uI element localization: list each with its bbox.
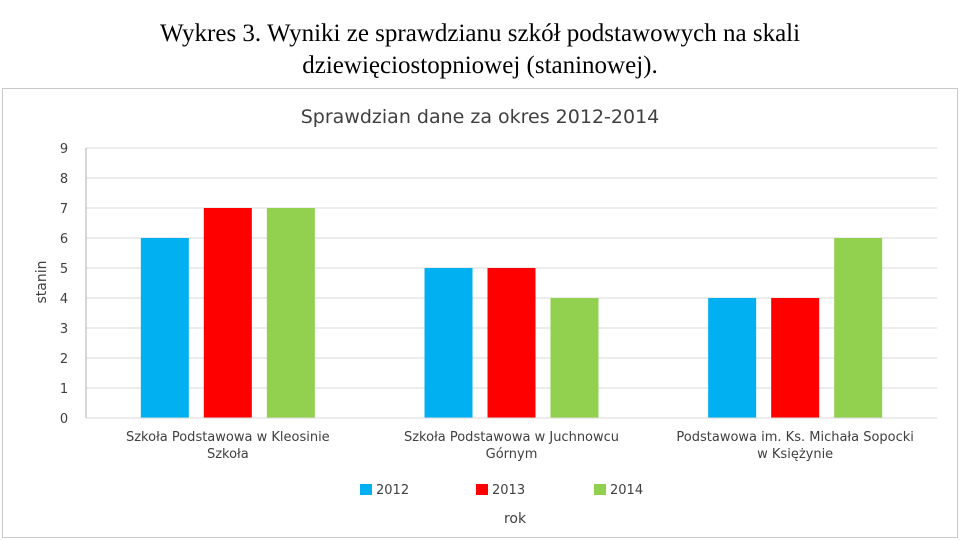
x-category-label: Szkoła Podstawowa w Juchnowcu [404, 430, 619, 445]
bar-2013-cat-2 [487, 268, 536, 418]
y-tick-label: 6 [60, 232, 68, 247]
y-tick-label: 1 [60, 382, 68, 397]
y-tick-label: 3 [60, 322, 68, 337]
bar-2013-cat-1 [203, 208, 252, 418]
legend-label-2013: 2013 [492, 483, 525, 498]
legend-label-2012: 2012 [376, 483, 409, 498]
bar-2012-cat-2 [424, 268, 473, 418]
y-axis-label: stanin [34, 261, 50, 304]
legend-label-2014: 2014 [610, 483, 643, 498]
y-tick-label: 0 [60, 412, 68, 427]
chart-title: Sprawdzian dane za okres 2012-2014 [301, 106, 660, 128]
y-tick-label: 4 [60, 292, 68, 307]
legend: 2012 2013 2014 [360, 483, 643, 498]
x-category-label: Górnym [486, 447, 538, 462]
y-tick-label: 8 [60, 172, 68, 187]
slide-title-line-2: dziewięciostopniowej (staninowej). [302, 52, 658, 79]
bar-2012-cat-1 [140, 238, 189, 418]
x-axis-label: rok [504, 511, 527, 527]
bar-2012-cat-3 [708, 298, 757, 418]
legend-swatch-2012 [360, 484, 372, 495]
slide-title: Wykres 3. Wyniki ze sprawdzianu szkół po… [0, 18, 960, 82]
y-tick-label: 7 [60, 202, 68, 217]
y-tick-label: 9 [60, 142, 68, 157]
bars [140, 208, 883, 418]
x-category-label: Podstawowa im. Ks. Michała Sopocki [676, 430, 914, 445]
x-category-label: w Księżynie [757, 447, 833, 462]
legend-swatch-2013 [476, 484, 488, 495]
x-category-label: Szkoła [207, 447, 249, 462]
bar-2014-cat-3 [834, 238, 883, 418]
x-category-label: Szkoła Podstawowa w Kleosinie [126, 430, 330, 445]
axes: 0 1 2 3 4 5 6 7 8 9 Szkoła Podstawowa w Kleosinie S… [60, 142, 937, 462]
bar-2014-cat-2 [550, 298, 599, 418]
y-tick-label: 5 [60, 262, 68, 277]
legend-swatch-2014 [594, 484, 606, 495]
bar-2013-cat-3 [771, 298, 820, 418]
y-tick-label: 2 [60, 352, 68, 367]
slide-title-line-1: Wykres 3. Wyniki ze sprawdzianu szkół po… [159, 20, 801, 47]
bar-2014-cat-1 [266, 208, 315, 418]
